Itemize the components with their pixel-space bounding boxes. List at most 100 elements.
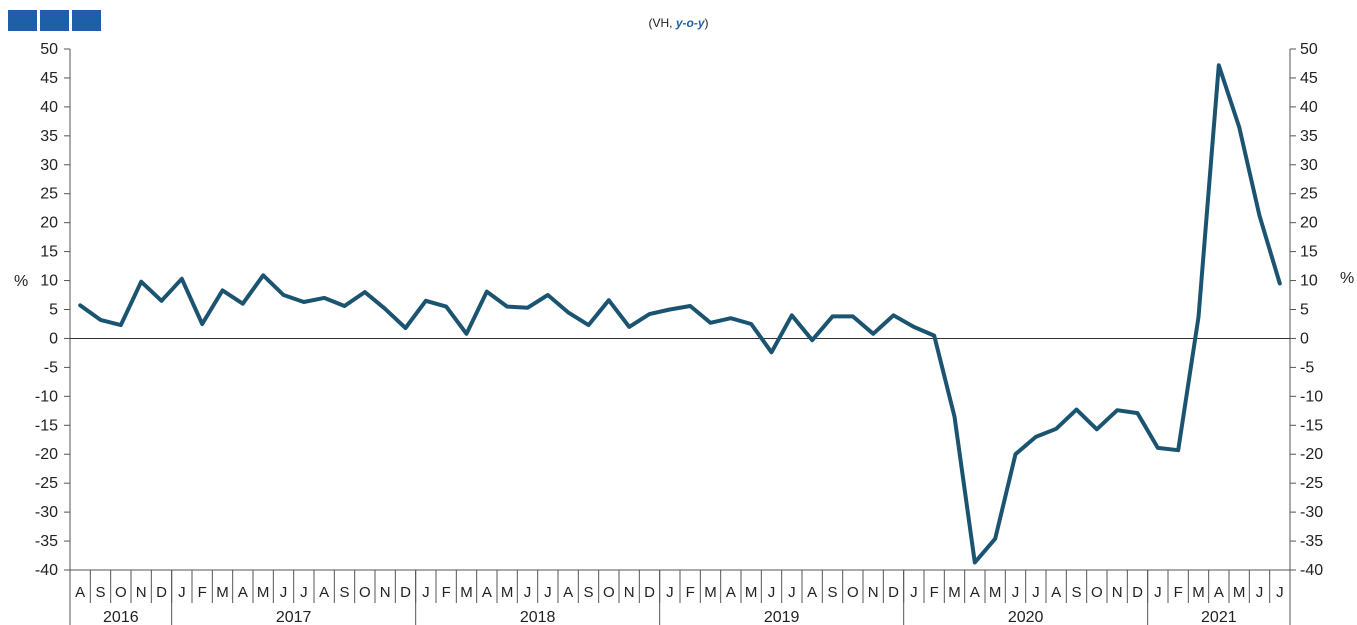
y-tick-label-right: 20 bbox=[1300, 215, 1318, 232]
month-label: J bbox=[1256, 584, 1264, 601]
data-point bbox=[831, 315, 834, 318]
month-label: J bbox=[1154, 584, 1162, 601]
month-label: A bbox=[807, 584, 817, 601]
data-point bbox=[424, 299, 428, 303]
data-point bbox=[505, 305, 509, 308]
data-point bbox=[770, 351, 773, 354]
month-label: J bbox=[1276, 584, 1284, 601]
y-tick-label-left: 40 bbox=[40, 99, 58, 116]
y-tick-label-right: 35 bbox=[1300, 128, 1318, 145]
month-label: A bbox=[726, 584, 736, 601]
data-point bbox=[709, 321, 712, 325]
data-point bbox=[78, 304, 82, 307]
y-tick-label-right: -30 bbox=[1300, 504, 1323, 521]
month-label: O bbox=[1091, 584, 1103, 601]
month-label: M bbox=[989, 584, 1002, 601]
year-label: 2019 bbox=[764, 609, 800, 625]
month-label: J bbox=[178, 584, 186, 601]
y-tick-label-left: -25 bbox=[35, 475, 58, 492]
y-tick-label-left: -35 bbox=[35, 533, 58, 550]
y-tick-label-left: -30 bbox=[35, 504, 58, 521]
month-label: D bbox=[156, 584, 167, 601]
data-point bbox=[1197, 315, 1200, 319]
logo-block bbox=[72, 10, 101, 31]
month-label: J bbox=[768, 584, 776, 601]
data-point bbox=[668, 308, 672, 311]
data-point bbox=[1176, 448, 1180, 452]
month-label: O bbox=[359, 584, 371, 601]
month-label: F bbox=[686, 584, 695, 601]
data-point bbox=[302, 300, 306, 304]
data-point bbox=[627, 325, 631, 329]
y-tick-label-left: -10 bbox=[35, 388, 58, 405]
y-tick-label-right: 40 bbox=[1300, 99, 1318, 116]
month-label: O bbox=[603, 584, 615, 601]
y-tick-label-left: -40 bbox=[35, 562, 58, 579]
data-point bbox=[444, 305, 448, 308]
data-point bbox=[343, 304, 346, 308]
year-label: 2021 bbox=[1201, 609, 1237, 625]
month-label: J bbox=[544, 584, 552, 601]
month-label: M bbox=[216, 584, 229, 601]
y-tick-label-right: 0 bbox=[1300, 330, 1309, 347]
year-label: 2016 bbox=[103, 609, 139, 625]
y-tick-label-left: 30 bbox=[40, 157, 58, 174]
y-tick-label-right: 45 bbox=[1300, 70, 1318, 87]
y-axis-unit-right: % bbox=[1340, 270, 1354, 287]
logo-block bbox=[8, 10, 37, 31]
data-point bbox=[99, 318, 102, 322]
y-tick-label-right: 25 bbox=[1300, 186, 1318, 203]
month-label: D bbox=[888, 584, 899, 601]
data-point bbox=[465, 332, 468, 336]
year-label: 2020 bbox=[1008, 609, 1044, 625]
month-label: N bbox=[136, 584, 147, 601]
y-tick-label-left: 10 bbox=[40, 273, 58, 290]
month-label: J bbox=[1032, 584, 1040, 601]
month-label: F bbox=[930, 584, 939, 601]
y-tick-label-left: 45 bbox=[40, 70, 58, 87]
y-tick-label-right: 50 bbox=[1300, 41, 1318, 58]
y-axis-unit-left: % bbox=[14, 273, 28, 290]
data-point bbox=[1278, 282, 1282, 285]
series-line bbox=[78, 63, 1282, 565]
data-point bbox=[790, 314, 794, 317]
month-label: O bbox=[847, 584, 859, 601]
data-point bbox=[810, 338, 814, 342]
data-point bbox=[1258, 214, 1261, 217]
month-label: D bbox=[1132, 584, 1143, 601]
data-point bbox=[485, 290, 489, 293]
month-label: J bbox=[300, 584, 308, 601]
y-tick-label-right: -15 bbox=[1300, 417, 1323, 434]
data-point bbox=[383, 307, 387, 311]
data-point bbox=[282, 293, 285, 297]
y-tick-label-right: -20 bbox=[1300, 446, 1323, 463]
month-label: J bbox=[422, 584, 430, 601]
month-label: S bbox=[1071, 584, 1081, 601]
month-label: A bbox=[970, 584, 980, 601]
month-label: A bbox=[1051, 584, 1061, 601]
y-tick-label-left: 50 bbox=[40, 41, 58, 58]
data-point bbox=[322, 296, 326, 300]
month-label: A bbox=[482, 584, 492, 601]
y-tick-label-left: 0 bbox=[49, 330, 58, 347]
data-point bbox=[1136, 411, 1139, 415]
data-point bbox=[261, 274, 265, 277]
subtitle-suffix: ) bbox=[704, 16, 709, 30]
month-label: O bbox=[115, 584, 127, 601]
data-point bbox=[1095, 428, 1099, 431]
month-label: A bbox=[319, 584, 329, 601]
month-label: J bbox=[666, 584, 674, 601]
data-point bbox=[871, 332, 875, 336]
y-tick-label-left: 5 bbox=[49, 302, 58, 319]
month-label: J bbox=[910, 584, 918, 601]
month-label: M bbox=[460, 584, 473, 601]
chart-subtitle: (VH, y-o-y) bbox=[0, 16, 1357, 30]
month-label: S bbox=[95, 584, 105, 601]
y-tick-label-left: -5 bbox=[44, 359, 58, 376]
month-label: M bbox=[948, 584, 961, 601]
month-label: N bbox=[380, 584, 391, 601]
month-label: F bbox=[442, 584, 451, 601]
y-tick-label-right: -40 bbox=[1300, 562, 1323, 579]
month-label: S bbox=[827, 584, 837, 601]
